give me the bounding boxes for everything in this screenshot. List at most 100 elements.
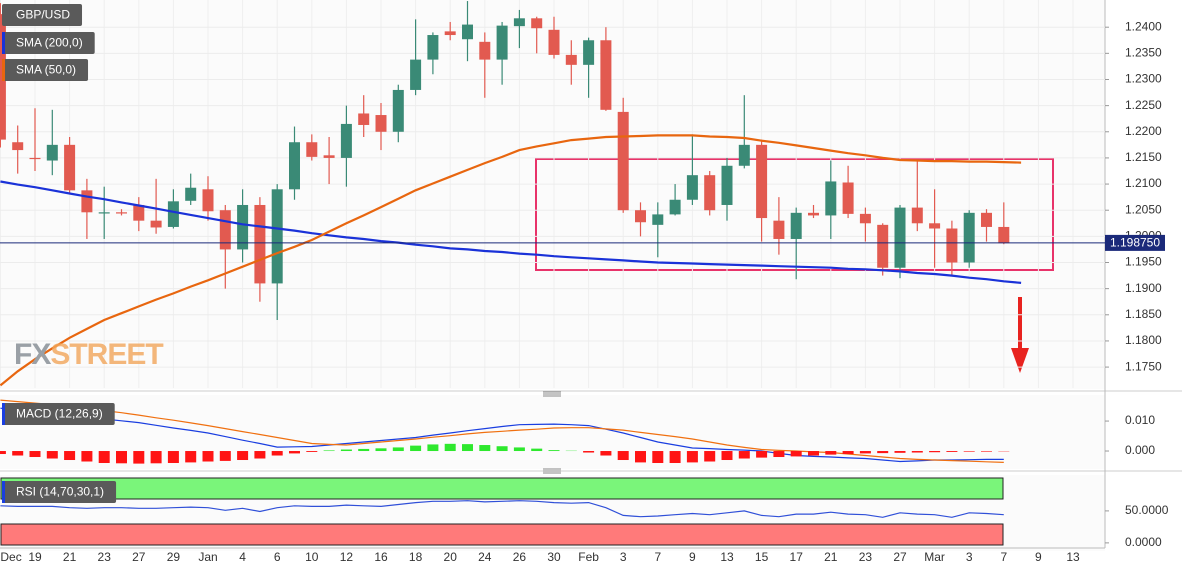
x-tick-label: 23 [859, 550, 873, 564]
y-tick-label: 50.0000 [1125, 503, 1169, 517]
histogram-bar [894, 451, 906, 453]
histogram-bar [635, 451, 646, 463]
histogram-bar [202, 451, 214, 462]
x-tick-label: 12 [340, 550, 354, 564]
candle-body [929, 223, 941, 229]
histogram-bar [185, 451, 197, 463]
x-tick-label: Feb [578, 550, 599, 564]
candle-body [98, 212, 110, 214]
histogram-bar [583, 451, 595, 453]
x-tick-label: 27 [132, 550, 146, 564]
histogram-bar [652, 451, 664, 464]
y-tick-label: 1.2300 [1125, 72, 1162, 86]
candle-body [963, 212, 975, 263]
histogram-bar [29, 451, 41, 458]
rsi-lower-band [0, 523, 1004, 546]
legend-swatch [2, 32, 5, 54]
x-tick-label: 24 [478, 550, 492, 564]
candle-body [496, 25, 508, 60]
candle-body [375, 115, 387, 132]
x-tick-label: 17 [790, 550, 804, 564]
y-tick-label: 1.2150 [1125, 150, 1162, 164]
legend-label: GBP/USD [16, 8, 70, 22]
legend-label: SMA (200,0) [16, 36, 83, 50]
histogram-bar [548, 450, 560, 452]
candle-body [64, 144, 76, 191]
sma-line [0, 134, 1022, 387]
candle-body [513, 18, 525, 27]
histogram-bar [150, 451, 162, 464]
legend-swatch [2, 59, 5, 81]
histogram-bar [444, 443, 456, 452]
histogram-bar [686, 451, 698, 463]
resize-handle[interactable] [543, 391, 561, 397]
candle-body [289, 142, 300, 190]
x-tick-label: 3 [966, 550, 973, 564]
candle-body [323, 155, 335, 158]
candle-body [271, 189, 283, 284]
candle-body [946, 228, 958, 263]
candle-body [998, 226, 1010, 244]
legend-box [2, 32, 95, 54]
last-price-label: 1.198750 [1110, 236, 1160, 250]
histogram-bar [167, 451, 179, 464]
candle-body [167, 201, 179, 227]
histogram-bar [427, 444, 439, 452]
histogram-bar [929, 451, 941, 453]
y-tick-label: 1.1800 [1125, 333, 1162, 347]
histogram-bar [773, 451, 785, 458]
rsi-upper-band [0, 477, 1004, 500]
arrow-head [1011, 348, 1029, 373]
histogram-bar [721, 451, 733, 461]
histogram-bar [254, 451, 266, 459]
candle-body [185, 187, 197, 201]
candle-body [202, 189, 214, 212]
histogram-bar [946, 451, 958, 452]
x-tick-label: 15 [755, 550, 769, 564]
x-tick-label: 30 [547, 550, 561, 564]
candle-body [635, 210, 646, 223]
last-price-box [1105, 234, 1165, 251]
candle-body [859, 213, 871, 224]
histogram-bar [133, 451, 145, 464]
x-tick-label: 3 [620, 550, 627, 564]
legend-label: MACD (12,26,9) [16, 407, 103, 421]
y-tick-label: 1.2400 [1125, 19, 1162, 33]
y-tick-label: 1.1850 [1125, 307, 1162, 321]
rsi-line [0, 500, 1004, 518]
histogram-bar [531, 448, 543, 452]
candle-body [600, 40, 612, 110]
candle-body [479, 41, 491, 60]
watermark-part: FX [14, 338, 51, 371]
candle-body [254, 204, 266, 284]
candle-body [669, 199, 681, 215]
histogram-bar [289, 451, 300, 454]
legend-swatch [2, 481, 5, 503]
macd-line [0, 399, 1004, 463]
x-tick-label: Dec [0, 550, 21, 564]
legend-box [2, 59, 89, 81]
histogram-bar [237, 451, 249, 461]
x-tick-label: 21 [63, 550, 77, 564]
resize-handle[interactable] [543, 468, 561, 474]
y-tick-label: 0.000 [1125, 443, 1155, 457]
histogram-bar [496, 446, 508, 452]
legend-label: SMA (50,0) [16, 63, 76, 77]
x-tick-label: 9 [689, 550, 696, 564]
y-tick-label: 0.0000 [1125, 535, 1162, 549]
histogram-bar [479, 445, 491, 452]
candle-body [392, 89, 404, 132]
candle-body [808, 212, 819, 216]
histogram-bar [704, 451, 716, 462]
histogram-bar [116, 451, 127, 464]
histogram-bar [877, 451, 889, 454]
histogram-bar [756, 451, 768, 458]
candle-body [219, 210, 231, 250]
macd-line [0, 407, 1004, 463]
x-tick-label: 23 [98, 550, 112, 564]
candle-body [773, 220, 785, 239]
candle-body [46, 144, 58, 161]
x-tick-label: 10 [305, 550, 319, 564]
histogram-bar [981, 451, 992, 452]
histogram-bar [98, 451, 110, 464]
